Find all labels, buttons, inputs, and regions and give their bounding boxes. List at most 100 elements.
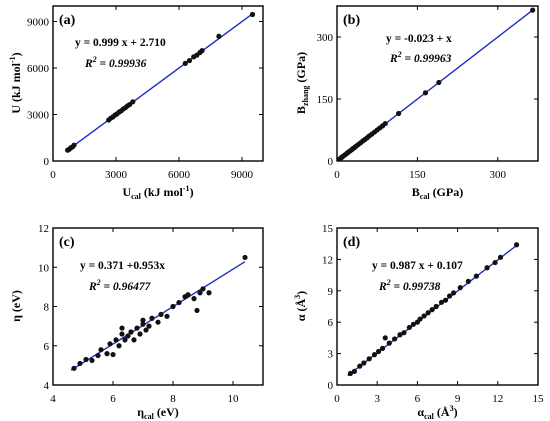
panel-c-data-point	[170, 303, 176, 310]
panel-c-x-axis-label: ηcal (eV)	[137, 405, 179, 421]
panel-d-ylabel-main: α (Å	[294, 298, 308, 321]
panel-b-xlabel-main: B	[412, 185, 420, 199]
panel-c-equation: y = 0.371 +0.953x	[80, 260, 165, 272]
panel-c-xlabel-main: η	[137, 405, 144, 419]
panel-c-data-point	[89, 357, 95, 364]
panel-c-data-point	[119, 325, 125, 331]
panel-c-data-point	[185, 292, 191, 298]
panel-b-data-point	[436, 79, 442, 86]
panel-a-xtick-label: 9000	[231, 169, 254, 181]
panel-a-ytick-label: 3000	[27, 110, 50, 122]
panel-b-y-axis-label: Bzhang (GPa)	[294, 52, 310, 114]
panel-c-xtick-label: 6	[110, 393, 116, 405]
panel-b-data-point	[382, 120, 388, 127]
panel-c-data-point	[110, 351, 116, 358]
panel-d-data-point	[433, 303, 439, 310]
panel-a-y-axis-label: U (kJ mol-1)	[8, 52, 23, 113]
panel-c-data-point	[119, 331, 125, 337]
panel-c-data-point	[125, 333, 131, 339]
panel-d-data-point	[457, 285, 463, 291]
panel-d-x-axis-label: αcal (Å3)	[417, 404, 457, 421]
panel-d-data-point	[513, 242, 520, 248]
panel-c-ytick-label: 8	[44, 302, 50, 314]
panel-a-data-point	[249, 11, 256, 18]
panel-a-ylabel-main: U (kJ mol	[9, 62, 23, 113]
panel-d-data-point	[366, 356, 372, 362]
panel-d-data-point	[484, 265, 490, 271]
panel-d-data-point	[450, 290, 457, 296]
panel-c-data-point	[191, 296, 197, 302]
panel-a-xlabel-tail2: )	[190, 185, 194, 199]
panel-a-r2-exponent: 2	[92, 55, 97, 64]
panel-a-plot-frame	[52, 5, 264, 162]
panel-c-xlabel-sub: cal	[144, 412, 155, 421]
panel-a-ytick-label: 9000	[27, 17, 50, 29]
panel-b-xtick-label: 0	[334, 169, 340, 181]
panel-d-xlabel-sup: 3	[450, 404, 454, 413]
panel-a-ylabel-tail: )	[9, 52, 23, 56]
panel-a-xlabel-main: U	[122, 185, 131, 199]
panel-d-data-point	[442, 297, 449, 303]
panel-d-data-point	[392, 336, 398, 342]
panel-a-data-point	[186, 57, 193, 64]
panel-d-plot-frame	[336, 227, 539, 386]
panel-d-data-point	[361, 360, 367, 366]
panel-d-ytick-label: 6	[328, 317, 334, 329]
panel-c-data-point	[242, 254, 248, 261]
panel-c-data-point	[140, 317, 146, 323]
panel-a-equation: y = 0.999 x + 2.710	[75, 37, 166, 49]
panel-c-data-point	[77, 360, 83, 367]
panel-a-tag: (a)	[59, 13, 76, 28]
panel-c-r-squared: R2 = 0.96477	[88, 278, 152, 293]
panel-b-ylabel-tail: (GPa)	[294, 52, 308, 86]
panel-c-xlabel-tail: (eV)	[154, 405, 179, 419]
panel-b-data-point	[396, 110, 402, 117]
panel-b-ylabel-sub: zhang	[301, 86, 310, 106]
panel-b-equation: y = -0.023 + x	[386, 33, 452, 45]
panel-c-data-point	[83, 356, 89, 363]
panel-a-r2-symbol: R	[84, 58, 93, 70]
panel-b-ytick-label: 0	[328, 156, 334, 168]
panel-b-xtick-label: 150	[409, 169, 426, 181]
panel-d-ylabel-sup: 3	[293, 295, 302, 299]
panel-a-r-squared: R2 = 0.99936	[84, 55, 147, 70]
panel-a-xlabel-sup: -1	[183, 184, 190, 193]
panel-d-data-point	[417, 316, 423, 322]
panel-a-xtick-label: 3000	[105, 169, 128, 181]
panel-c-xtick-label: 10	[228, 393, 240, 405]
panel-d-y-axis-label: α (Å3)	[293, 291, 308, 321]
panel-b-ytick-label: 150	[317, 94, 334, 106]
panel-d-equation: y = 0.987 x + 0.107	[372, 260, 463, 272]
panel-c-data-point	[200, 286, 206, 292]
panel-d-data-point	[421, 313, 427, 319]
panel-d-r-squared: R2 = 0.99738	[378, 278, 441, 293]
panel-c-tag: (c)	[59, 235, 75, 250]
panel-b-data-point	[530, 7, 536, 13]
panel-d-ytick-label: 0	[328, 380, 334, 392]
panel-a-ytick-label: 0	[44, 156, 50, 168]
panel-a-r2-value: = 0.99936	[97, 58, 147, 70]
panel-b-plot-frame	[336, 5, 539, 162]
panel-d-xtick-label: 12	[492, 393, 503, 405]
panel-c-data-point	[122, 337, 128, 343]
panel-d-xlabel-tail2: )	[454, 405, 458, 419]
panel-d-data-point	[465, 278, 471, 284]
panel-d-data-point	[429, 307, 435, 313]
panel-b-x-axis-label: Bcal (GPa)	[412, 185, 463, 201]
panel-c-data-point	[206, 290, 212, 296]
panel-d-data-point	[347, 370, 353, 377]
panel-c-data-point	[95, 352, 101, 359]
panel-c-data-point	[71, 365, 77, 371]
panel-b-xlabel-sub: cal	[420, 192, 431, 201]
panel-c-ytick-label: 6	[44, 341, 50, 353]
panel-a-xtick-label: 0	[50, 169, 56, 181]
panel-b-r2-value: = 0.99963	[402, 53, 452, 65]
panel-d-data-point	[375, 348, 382, 355]
panel-c-data-point	[149, 315, 155, 321]
panel-d-ytick-label: 3	[328, 349, 334, 361]
panel-d-data-point	[425, 310, 431, 316]
panel-d-r2-exponent: 2	[386, 278, 391, 287]
panel-a-data-point	[199, 48, 205, 54]
panel-d-xtick-label: 9	[455, 393, 461, 405]
panel-d-data-point	[371, 352, 378, 358]
